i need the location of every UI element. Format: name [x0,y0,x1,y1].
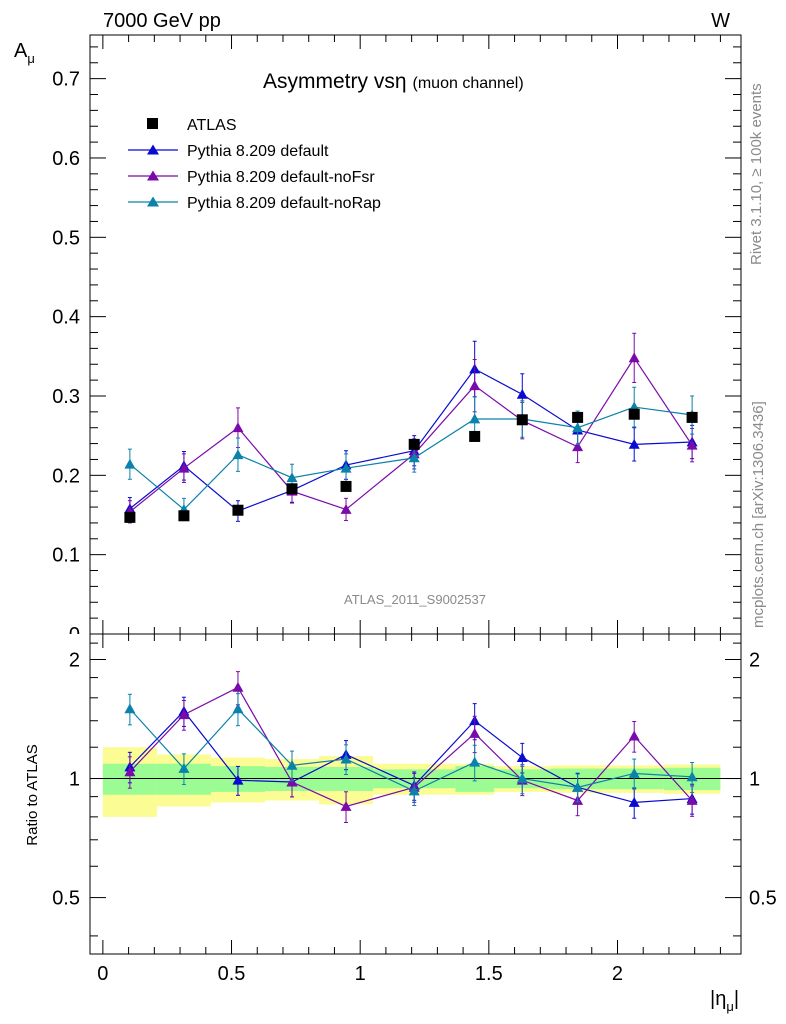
series-point [340,462,352,473]
atlas-data-point [628,408,640,420]
ratio-point [178,709,190,720]
series-point [286,472,298,483]
x-axis-label-sub: μ [726,999,734,1014]
x-axis-label: |ημ| [710,988,739,1014]
ratio-point [686,771,698,782]
ratio-y-tick-label-right: 1 [749,769,760,791]
ratio-point [516,752,528,762]
series-layer [124,332,698,823]
ratio-point [408,785,420,796]
atlas-data-point [516,414,528,426]
series-point [124,458,136,469]
series-point [178,462,190,473]
ratio-point [469,727,481,738]
series-point [340,503,352,514]
atlas-data-point [232,504,244,516]
ratio-point [232,774,244,785]
legend-marker-default [147,144,159,155]
plot-title: Asymmetry vsη (muon channel) [263,70,524,93]
legend: ATLAS Pythia 8.209 default Pythia 8.209 … [128,117,381,212]
series-point [232,449,244,460]
header-energy: 7000 GeV pp [103,10,221,32]
ratio-point [516,773,528,783]
ratio-y-tick-label: 1 [69,769,80,791]
series-point [572,441,584,452]
ratio-point [628,730,640,741]
ratio-point [232,703,244,714]
ratio-y-axis-label: Ratio to ATLAS [24,744,41,845]
atlas-data-point [408,438,420,450]
legend-marker-nofsr [147,170,159,181]
atlas-data-layer [124,408,698,523]
ratio-point [628,796,640,807]
y-tick-label: 0.1 [52,545,80,567]
ratio-point [286,759,298,770]
ratio-point [469,756,481,767]
ratio-point [124,703,136,714]
ratio-y-tick-label-right: 2 [749,649,760,671]
series-point [572,422,584,433]
ratio-point [340,753,352,764]
y-tick-label: 0.6 [52,148,80,170]
series-point [516,388,528,399]
atlas-data-point [178,510,190,522]
series-line-1 [129,356,693,513]
x-tick-label: 0.5 [218,963,246,985]
x-tick-label: 0 [97,963,108,985]
legend-label-default: Pythia 8.209 default [187,143,329,160]
x-tick-label: 1 [355,963,366,985]
x-tick-label: 1.5 [475,963,503,985]
x-tick-label: 2 [612,963,623,985]
atlas-data-point [686,411,698,423]
series-point [408,452,420,463]
ratio-point [286,776,298,787]
legend-marker-norap [147,196,159,207]
y-axis-label-sub: μ [27,51,35,66]
series-point [469,380,481,391]
legend-label-atlas: ATLAS [187,117,237,134]
y-tick-label: 0.7 [52,69,80,91]
y-tick-label: 0.2 [52,465,80,487]
rivet-version-text: Rivet 3.1.10, ≥ 100k events [748,83,765,265]
plot-title-main: Asymmetry vsη [263,70,407,93]
mcplots-reference-text: mcplots.cern.ch [arXiv:1306.3436] [750,401,767,628]
series-point [469,413,481,424]
analysis-watermark: ATLAS_2011_S9002537 [344,592,486,607]
ratio-y-tick-label: 0.5 [52,888,80,910]
ratio-point [178,763,190,773]
legend-marker-atlas [147,118,158,129]
atlas-data-point [469,430,481,442]
ratio-point [686,794,698,805]
legend-label-nofsr: Pythia 8.209 default-noFsr [187,169,375,186]
y-axis-label: Aμ [14,40,35,66]
ratio-point [124,766,136,777]
axis-ticks: 0 0.5 1 1.5 2 0.1 0.2 0.3 0.4 0.5 0.6 0.7 0 0.5 0.5 1 1 2… [52,35,777,985]
ratio-point [572,781,584,792]
series-point [232,422,244,433]
ratio-point [232,681,244,692]
series-point [628,352,640,363]
ratio-uncertainty-bands [102,747,721,817]
y-tick-label: 0.5 [52,227,80,249]
ratio-plot-frame [89,633,742,955]
y-tick-label: 0.3 [52,386,80,408]
y-tick-label: 0.4 [52,307,80,329]
header-process: W [711,10,730,32]
plot-title-note: (muon channel) [413,75,524,92]
ratio-point [628,767,640,778]
ratio-y-tick-label: 2 [69,649,80,671]
ratio-point [340,800,352,811]
atlas-data-point [286,483,298,495]
ratio-y-tick-label-right: 0.5 [749,888,777,910]
series-point [628,438,640,449]
y-tick-label-zero: 0 [69,624,80,646]
atlas-data-point [340,480,352,492]
atlas-data-point [572,411,584,423]
atlas-data-point [124,511,136,523]
series-point [686,439,698,450]
legend-label-norap: Pythia 8.209 default-noRap [187,195,381,212]
